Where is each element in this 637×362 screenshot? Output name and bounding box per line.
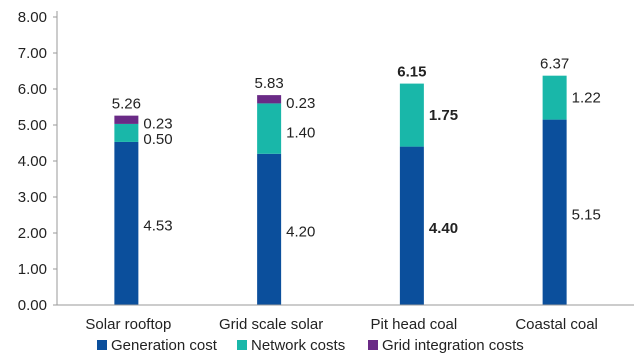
data-label: 1.75 (429, 107, 458, 124)
y-tick-label: 0.00 (18, 297, 47, 314)
data-label: 0.23 (286, 95, 315, 112)
data-label: 4.40 (429, 220, 458, 237)
legend-item: Network costs (237, 337, 345, 354)
legend-label: Grid integration costs (382, 337, 524, 354)
y-tick-label: 8.00 (18, 9, 47, 26)
bar-group: 4.53 0.500.235.26 (112, 96, 173, 305)
x-tick-label: Grid scale solar (219, 316, 323, 333)
y-tick-label: 7.00 (18, 45, 47, 62)
bar-segment (542, 75, 567, 120)
y-axis: 0.00 1.00 2.00 3.00 4.00 5.00 6.00 7.00 8.00 (18, 9, 58, 314)
y-tick-label: 5.00 (18, 117, 47, 134)
total-label: 5.83 (255, 75, 284, 92)
bar-segment (399, 146, 424, 305)
data-label: 1.22 (572, 90, 601, 107)
legend-label: Network costs (251, 337, 345, 354)
total-label: 6.15 (397, 64, 426, 81)
legend-swatch (237, 340, 247, 350)
legend-swatch (368, 340, 378, 350)
x-tick-label: Solar rooftop (85, 316, 171, 333)
legend: Generation cost Network costs Grid integra… (97, 337, 524, 354)
total-label: 5.26 (112, 96, 141, 113)
legend-swatch (97, 340, 107, 350)
x-tick-label: Pit head coal (371, 316, 458, 333)
bar-group: 4.20 1.40 0.235.83 (255, 75, 315, 305)
data-label: 0.23 (143, 116, 172, 133)
x-tick-label: Coastal coal (515, 316, 598, 333)
bars: 4.530.500.235.264.201.400.235.834.401.75… (112, 56, 601, 305)
bar-group: 5.15 1.226.37 (540, 56, 601, 305)
legend-label: Generation cost (111, 337, 218, 354)
y-tick-label: 3.00 (18, 189, 47, 206)
x-axis: Solar rooftop Grid scale solar Pit head co… (57, 304, 634, 333)
legend-item: Generation cost (97, 337, 218, 354)
bar-segment (399, 83, 424, 147)
data-label: 4.20 (286, 223, 315, 240)
data-label: 5.15 (572, 206, 601, 223)
data-label: 0.50 (143, 131, 172, 148)
y-tick-label: 1.00 (18, 261, 47, 278)
bar-segment (257, 153, 282, 305)
bar-segment (257, 95, 282, 104)
bar-segment (114, 115, 139, 124)
bar-segment (114, 141, 139, 305)
legend-item: Grid integration costs (368, 337, 524, 354)
bar-segment (114, 123, 139, 142)
total-label: 6.37 (540, 56, 569, 73)
data-label: 1.40 (286, 125, 315, 142)
bar-segment (542, 119, 567, 305)
y-tick-label: 2.00 (18, 225, 47, 242)
data-label: 4.53 (143, 217, 172, 234)
bar-segment (257, 103, 282, 154)
bar-group: 4.40 1.75 6.15 (397, 64, 458, 305)
y-tick-label: 4.00 (18, 153, 47, 170)
y-tick-label: 6.00 (18, 81, 47, 98)
